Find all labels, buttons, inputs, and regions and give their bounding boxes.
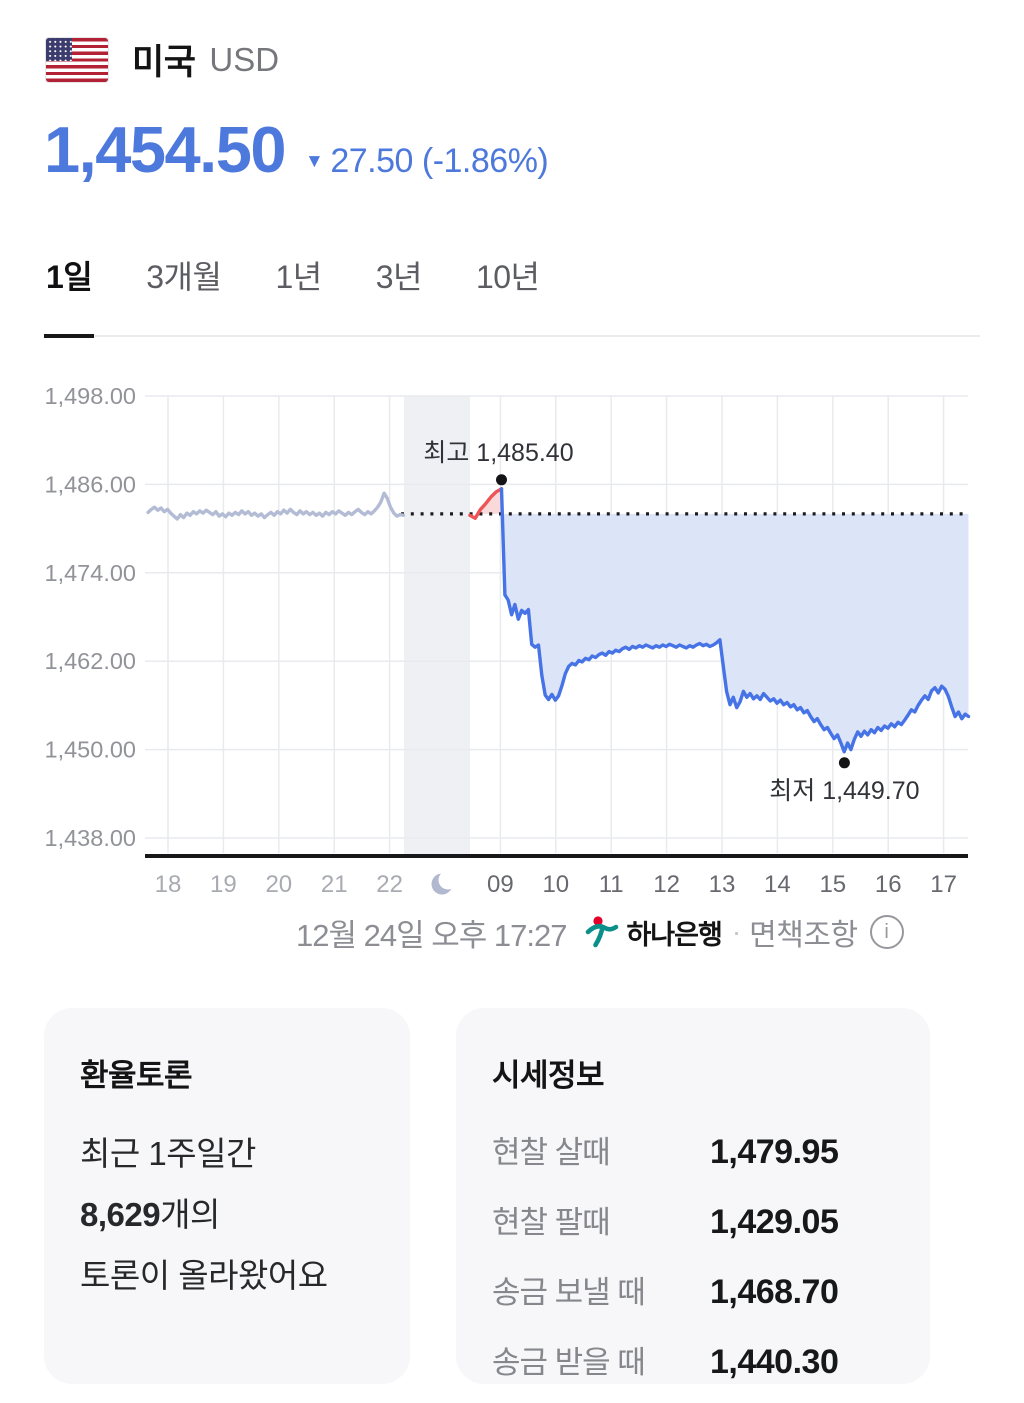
price-change: ▼ 27.50 (-1.86%) [305,142,549,181]
current-session-line [499,487,971,754]
hana-bank-logo-icon [586,916,619,948]
change-text: 27.50 (-1.86%) [330,142,549,180]
country-name: 미국 [132,43,196,82]
info-icon[interactable]: i [869,915,904,949]
x-tick-label: 19 [210,871,237,898]
rate-rows: 현찰 살때 1,479.95 현찰 팔때 1,429.05 송금 보낼 때 1,468.7… [492,1127,894,1382]
tab-10y[interactable]: 10년 [475,259,540,295]
rate-value: 1,479.95 [710,1133,839,1171]
currency-code: USD [209,40,280,78]
y-tick-label: 1,462.00 [45,648,136,674]
separator-dot: · [731,916,742,947]
x-tick-label: 12 [653,871,680,898]
current-session-fill [502,513,969,752]
y-tick-label: 1,438.00 [45,825,136,851]
market-closed-band [404,396,470,854]
discussion-card-body: 최근 1주일간 8,629개의 토론이 올라왔어요 [80,1123,374,1306]
chart-caption: 12월 24일 오후 17:27 하나은행 · 면책조항 i [296,908,904,956]
moon-icon [431,870,458,895]
y-tick-label: 1,486.00 [45,471,136,497]
us-flag-icon [46,37,108,82]
x-tick-label: 16 [875,871,902,898]
rate-info-card: 시세정보 현찰 살때 1,479.95 현찰 팔때 1,429.05 송금 보낼 때 1,… [456,1008,930,1384]
x-tick-label: 20 [265,871,292,898]
rate-card-title: 시세정보 [492,1058,605,1093]
exchange-rate-chart[interactable]: 1,498.00 1,486.00 1,474.00 1,462.00 1,450.00… [0,0,1024,950]
quote-timestamp: 12월 24일 오후 17:27 [296,917,567,953]
rate-label: 송금 받을 때 [492,1345,646,1380]
discussion-line3: 토론이 올라왔어요 [80,1257,328,1294]
current-price: 1,454.50 [44,113,287,186]
tab-3m[interactable]: 3개월 [146,259,222,295]
rate-label: 현찰 팔때 [492,1205,611,1240]
high-point-dot [496,474,507,486]
price-row: 1,454.50 ▼ 27.50 (-1.86%) [44,112,549,187]
rate-value: 1,429.05 [710,1203,839,1241]
low-label: 최저 1,449.70 [769,777,919,805]
x-tick-label: 18 [155,871,182,898]
x-tick-label: 17 [930,871,957,898]
x-tick-label: 15 [819,871,846,898]
source-bank-name: 하나은행 [626,919,722,950]
rate-value: 1,440.30 [710,1343,839,1381]
discussion-count-suffix: 개의 [160,1196,220,1233]
x-tick-label: 11 [599,871,624,898]
rate-row: 송금 보낼 때 1,468.70 [492,1267,894,1312]
high-label: 최고 1,485.40 [423,439,573,467]
discussion-card[interactable]: 환율토론 최근 1주일간 8,629개의 토론이 올라왔어요 [44,1008,410,1384]
currency-header: 미국 USD [46,34,279,85]
rate-row: 현찰 살때 1,479.95 [492,1127,894,1172]
period-tabs: 1일 3개월 1년 3년 10년 [44,252,980,338]
x-tick-label: 14 [764,871,791,898]
rate-label: 송금 보낼 때 [492,1275,646,1310]
y-tick-label: 1,450.00 [45,737,136,763]
x-tick-label: 21 [321,871,348,898]
y-tick-label: 1,474.00 [45,560,136,586]
tab-1d[interactable]: 1일 [44,252,95,338]
down-triangle-icon: ▼ [305,151,324,172]
x-tick-label: 13 [709,871,736,898]
y-tick-label: 1,498.00 [45,383,136,409]
tab-1y[interactable]: 1년 [275,259,322,295]
low-point-dot [838,757,850,769]
x-tick-label: 22 [376,871,403,898]
discussion-card-title: 환율토론 [80,1058,193,1093]
rate-label: 현찰 살때 [492,1135,611,1170]
x-tick-label: 10 [542,871,569,898]
disclaimer-link[interactable]: 면책조항 [749,919,858,952]
rate-value: 1,468.70 [710,1273,839,1311]
rate-row: 현찰 팔때 1,429.05 [492,1197,894,1242]
previous-session-line [146,491,406,521]
discussion-line1: 최근 1주일간 [80,1135,256,1172]
discussion-count: 8,629 [80,1196,161,1233]
tab-3y[interactable]: 3년 [375,259,423,295]
pre-open-rise-line [468,487,504,520]
rate-row: 송금 받을 때 1,440.30 [492,1337,894,1382]
x-tick-label: 09 [487,871,514,898]
